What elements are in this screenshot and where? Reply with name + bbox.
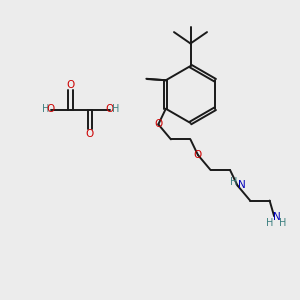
Text: O: O (66, 80, 75, 90)
Text: H: H (230, 177, 237, 187)
Text: H: H (112, 104, 119, 114)
Text: H: H (279, 218, 286, 228)
Text: H: H (266, 218, 274, 228)
Text: O: O (46, 104, 55, 114)
Text: O: O (194, 150, 202, 160)
Text: N: N (273, 212, 281, 222)
Text: H: H (42, 104, 49, 114)
Text: O: O (154, 119, 162, 129)
Text: O: O (106, 104, 114, 114)
Text: N: N (238, 180, 246, 190)
Text: O: O (86, 129, 94, 139)
